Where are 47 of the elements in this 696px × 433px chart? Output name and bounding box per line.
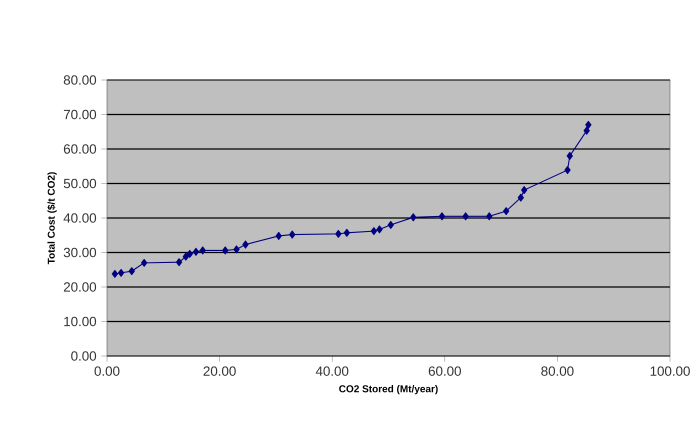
point xyxy=(566,152,573,160)
point xyxy=(438,212,446,220)
y-tick-label: 40.00 xyxy=(64,213,96,223)
point xyxy=(222,246,228,254)
y-tick-label: 50.00 xyxy=(64,178,96,188)
point xyxy=(585,120,592,129)
point xyxy=(176,258,182,266)
point xyxy=(518,194,524,202)
point xyxy=(112,270,118,278)
point xyxy=(335,230,342,238)
x-tick-label: 80.00 xyxy=(541,366,574,376)
point xyxy=(521,186,528,194)
y-tick-label: 60.00 xyxy=(64,144,96,154)
x-tick-label: 40.00 xyxy=(316,366,348,376)
point xyxy=(376,225,383,234)
point xyxy=(370,227,377,236)
point xyxy=(410,213,416,222)
point xyxy=(141,258,148,267)
point xyxy=(564,166,571,174)
point xyxy=(233,245,240,254)
point xyxy=(200,246,206,254)
point xyxy=(192,248,200,256)
y-tick-label: 80.00 xyxy=(64,75,96,85)
point xyxy=(503,207,510,216)
x-tick-label: 20.00 xyxy=(204,366,236,376)
x-axis-title: CO2 Stored (Mt/year) xyxy=(339,385,438,394)
x-tick-label: 60.00 xyxy=(428,366,461,376)
point xyxy=(462,212,469,220)
point xyxy=(486,212,492,220)
y-tick-label: 70.00 xyxy=(64,110,96,120)
y-tick-label: 10.00 xyxy=(64,316,96,326)
point xyxy=(182,252,189,261)
y-axis-title: Total Cost ($/t CO2) xyxy=(47,172,57,264)
point xyxy=(128,267,135,276)
point xyxy=(276,232,282,240)
point xyxy=(388,220,394,229)
point xyxy=(584,126,590,135)
y-tick-label: 30.00 xyxy=(64,248,96,258)
point xyxy=(242,240,249,249)
y-tick-label: 0.00 xyxy=(71,351,96,361)
point xyxy=(118,268,124,277)
point xyxy=(289,230,296,239)
point xyxy=(344,228,350,237)
point xyxy=(186,250,193,258)
y-tick-label: 20.00 xyxy=(64,282,96,292)
x-tick-label: 0.00 xyxy=(94,366,120,376)
x-tick-label: 100.00 xyxy=(650,366,690,376)
